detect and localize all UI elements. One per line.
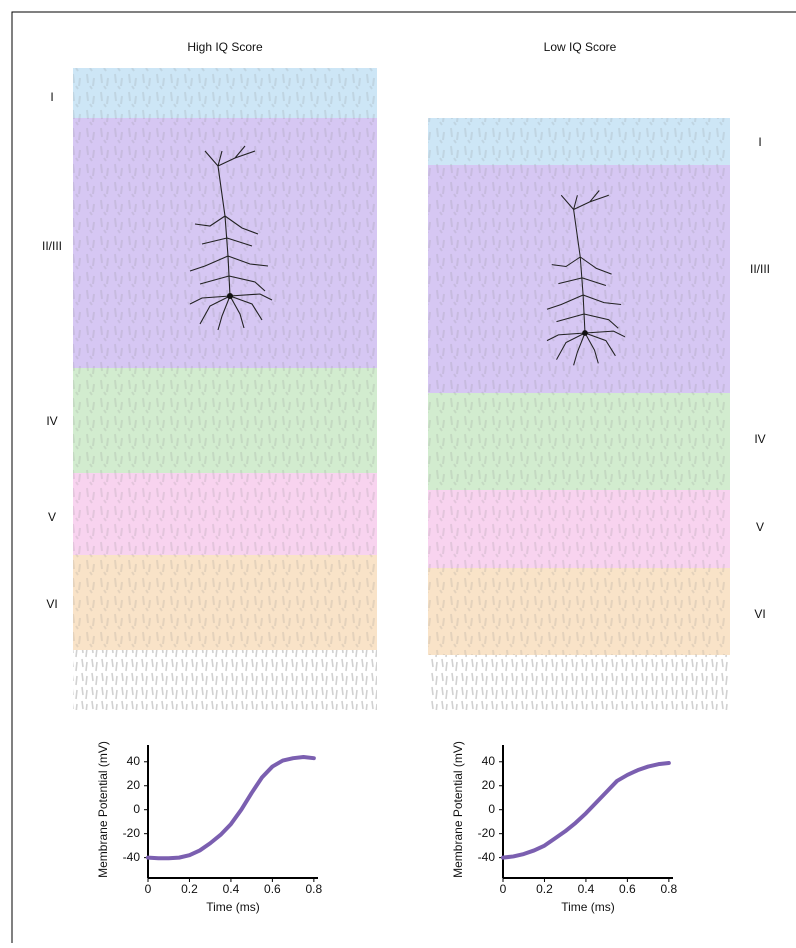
column-title: High IQ Score bbox=[187, 40, 263, 54]
x-tick-label: 0.8 bbox=[661, 882, 678, 896]
layer-texture bbox=[428, 490, 730, 568]
layer-label: V bbox=[756, 520, 764, 534]
y-tick-label: -20 bbox=[123, 826, 141, 840]
layer-texture bbox=[73, 68, 377, 118]
column-title: Low IQ Score bbox=[544, 40, 617, 54]
layer-texture bbox=[73, 368, 377, 473]
x-tick-label: 0.2 bbox=[536, 882, 553, 896]
x-tick-label: 0.6 bbox=[264, 882, 281, 896]
layer-label: I bbox=[758, 135, 761, 149]
layer-texture bbox=[428, 568, 730, 655]
white-matter bbox=[428, 655, 730, 710]
layer-texture bbox=[428, 118, 730, 165]
layer-texture bbox=[73, 555, 377, 650]
y-axis-label: Membrane Potential (mV) bbox=[96, 741, 110, 878]
layer-label: II/III bbox=[42, 239, 62, 253]
layer-label: V bbox=[48, 510, 56, 524]
x-tick-label: 0.6 bbox=[619, 882, 636, 896]
columns: High IQ Score I II/III IV V VI Low IQ Score I II… bbox=[42, 40, 770, 710]
layer-label: VI bbox=[46, 597, 57, 611]
frame bbox=[11, 11, 796, 948]
y-tick-label: -40 bbox=[123, 850, 141, 864]
y-tick-label: -20 bbox=[478, 826, 496, 840]
y-tick-label: 20 bbox=[127, 778, 141, 792]
x-tick-label: 0.4 bbox=[578, 882, 595, 896]
x-tick-label: 0.2 bbox=[181, 882, 198, 896]
layer-label: II/III bbox=[750, 262, 770, 276]
layer-label: VI bbox=[754, 607, 765, 621]
layer-label: IV bbox=[754, 432, 765, 446]
layer-texture bbox=[73, 118, 377, 368]
y-tick-label: 0 bbox=[133, 802, 140, 816]
y-tick-label: 40 bbox=[127, 754, 141, 768]
x-tick-label: 0.8 bbox=[306, 882, 323, 896]
y-tick-label: 20 bbox=[482, 778, 496, 792]
layer-label: IV bbox=[46, 414, 57, 428]
layer-texture bbox=[428, 393, 730, 490]
x-tick-label: 0 bbox=[500, 882, 507, 896]
charts: -40 -20 0 20 40 0 0.2 0.4 0.6 0.8 Time (ms) Membran… bbox=[96, 741, 677, 914]
y-axis-label: Membrane Potential (mV) bbox=[451, 741, 465, 878]
y-tick-label: -40 bbox=[478, 850, 496, 864]
data-line bbox=[501, 760, 671, 860]
x-tick-label: 0 bbox=[145, 882, 152, 896]
data-line bbox=[146, 754, 316, 861]
layer-label: I bbox=[50, 90, 53, 104]
layer-texture bbox=[73, 473, 377, 555]
y-tick-label: 40 bbox=[482, 754, 496, 768]
x-tick-label: 0.4 bbox=[223, 882, 240, 896]
x-axis-label: Time (ms) bbox=[561, 900, 615, 914]
y-tick-label: 0 bbox=[488, 802, 495, 816]
white-matter bbox=[73, 650, 377, 710]
x-axis-label: Time (ms) bbox=[206, 900, 260, 914]
